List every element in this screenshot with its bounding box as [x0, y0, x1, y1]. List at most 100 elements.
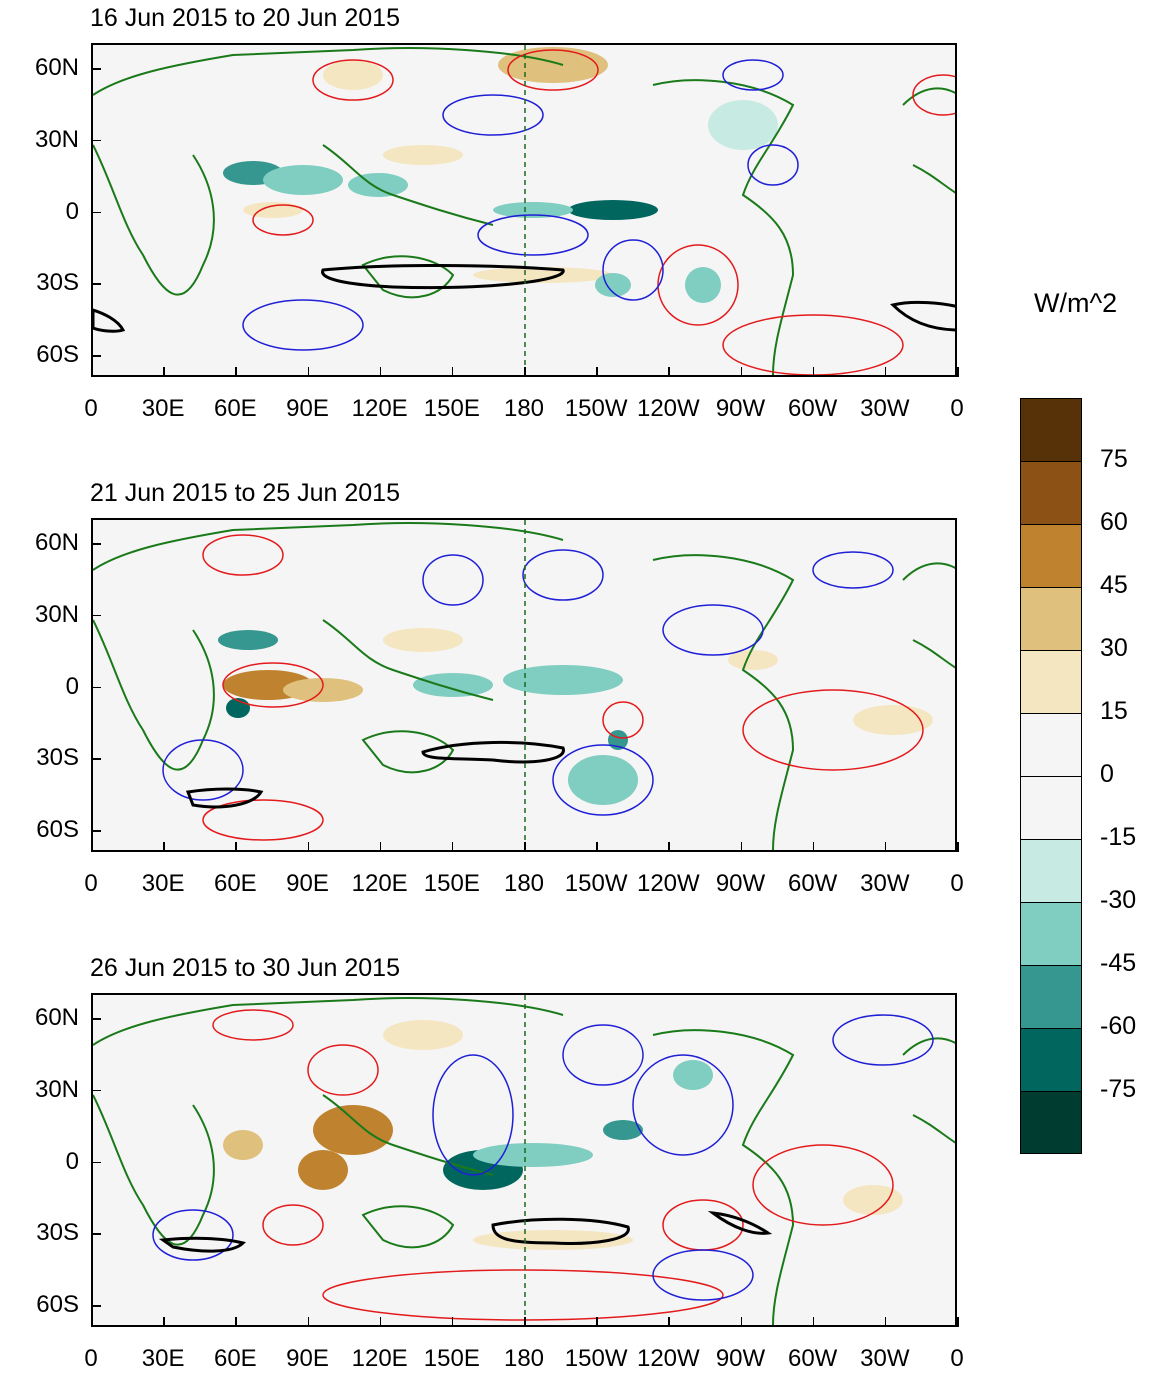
colorbar-label: 0	[1100, 760, 1114, 788]
lon-tick	[668, 367, 670, 377]
lat-tick	[91, 283, 101, 285]
lat-tick	[91, 830, 101, 832]
lon-label: 60W	[787, 1345, 838, 1372]
lat-label: 60S	[36, 1291, 79, 1319]
panel-2-coastlines	[93, 522, 955, 850]
lon-label: 180	[503, 395, 545, 422]
lon-label: 60E	[213, 870, 257, 897]
lon-label: 180	[503, 870, 545, 897]
lon-tick	[812, 367, 815, 377]
colorbar-swatch	[1020, 839, 1082, 902]
lon-label: 150W	[564, 395, 628, 422]
colorbar-swatch	[1020, 965, 1082, 1028]
lon-tick	[379, 1317, 382, 1327]
lon-tick	[812, 1317, 815, 1327]
lon-tick	[235, 367, 237, 377]
colorbar-label: -30	[1100, 886, 1137, 914]
lon-tick	[307, 1317, 309, 1327]
panel-2-significance	[185, 740, 565, 809]
lon-tick	[884, 367, 887, 377]
lon-label: 150W	[564, 870, 628, 897]
colorbar-label: 30	[1100, 634, 1128, 662]
lon-label: 120E	[351, 395, 408, 422]
lon-tick	[596, 1317, 598, 1327]
lon-label: 0	[84, 870, 98, 897]
lon-label: 60E	[213, 395, 257, 422]
colorbar-swatch	[1020, 398, 1082, 461]
lon-label: 90E	[286, 1345, 329, 1372]
panel-1-coastlines	[93, 47, 955, 375]
lat-label: 30N	[34, 600, 79, 628]
lon-label: 150E	[423, 870, 480, 897]
lon-label: 180	[503, 1345, 545, 1372]
panel-2-shading	[218, 628, 933, 805]
lon-label: 30E	[141, 395, 185, 422]
colorbar-label: -75	[1100, 1075, 1137, 1103]
lon-label: 120W	[636, 395, 700, 422]
lon-tick	[884, 1317, 887, 1327]
lat-tick	[91, 1089, 101, 1092]
lon-tick	[451, 1317, 454, 1327]
lon-label: 60E	[213, 1345, 257, 1372]
colorbar-swatch	[1020, 650, 1082, 713]
lat-label: 60S	[36, 341, 79, 369]
panel-1-shading	[223, 47, 778, 303]
lon-label: 0	[84, 1345, 98, 1372]
lat-tick	[91, 758, 101, 760]
lat-tick	[91, 211, 101, 214]
colorbar-swatch	[1020, 524, 1082, 587]
lon-tick	[596, 842, 598, 852]
lon-tick	[163, 842, 165, 852]
lon-tick	[379, 842, 382, 852]
lat-tick	[91, 1161, 101, 1164]
lon-label: 0	[950, 1345, 964, 1372]
lat-tick	[91, 1233, 101, 1235]
panel-3-significance	[158, 1210, 773, 1253]
lon-tick	[524, 1317, 526, 1327]
lon-tick	[235, 1317, 237, 1327]
panel-2-contours	[162, 534, 924, 841]
colorbar-label: 75	[1100, 445, 1128, 473]
lon-label: 60W	[787, 870, 838, 897]
colorbar-label: 45	[1100, 571, 1128, 599]
lat-tick	[91, 68, 101, 70]
panel-3-map	[91, 993, 957, 1327]
lon-label: 120E	[351, 870, 408, 897]
panel-1-significance	[93, 263, 955, 333]
lon-tick	[235, 842, 237, 852]
lat-label: 30S	[36, 1219, 79, 1247]
panel-2-title: 21 Jun 2015 to 25 Jun 2015	[90, 479, 400, 507]
lon-label: 30W	[860, 870, 910, 897]
lat-tick	[91, 614, 101, 617]
panel-1-title: 16 Jun 2015 to 20 Jun 2015	[90, 4, 400, 32]
lon-label: 30E	[141, 870, 185, 897]
lon-tick	[307, 367, 309, 377]
lon-tick	[379, 367, 382, 377]
lon-label: 150E	[423, 1345, 480, 1372]
lon-label: 90W	[715, 1345, 766, 1372]
lon-tick	[740, 367, 742, 377]
colorbar-swatch	[1020, 1091, 1082, 1154]
lat-label: 0	[65, 1147, 79, 1175]
lon-label: 120W	[636, 870, 700, 897]
lat-label: 60N	[34, 1004, 79, 1032]
lat-tick	[91, 139, 101, 142]
lon-tick	[451, 842, 454, 852]
lon-tick	[957, 842, 959, 852]
lon-tick	[812, 842, 815, 852]
lon-label: 90W	[715, 870, 766, 897]
lat-tick	[91, 686, 101, 689]
colorbar-swatch	[1020, 1028, 1082, 1091]
lon-tick	[307, 842, 309, 852]
lon-tick	[524, 842, 526, 852]
lon-tick	[740, 842, 742, 852]
panel-1-contours	[242, 49, 955, 375]
panel-2-svg	[93, 520, 955, 850]
lon-label: 0	[950, 395, 964, 422]
lon-label: 90W	[715, 395, 766, 422]
lon-label: 0	[950, 870, 964, 897]
lat-label: 60N	[34, 54, 79, 82]
lon-tick	[451, 367, 454, 377]
lon-tick	[957, 367, 959, 377]
lon-label: 150E	[423, 395, 480, 422]
